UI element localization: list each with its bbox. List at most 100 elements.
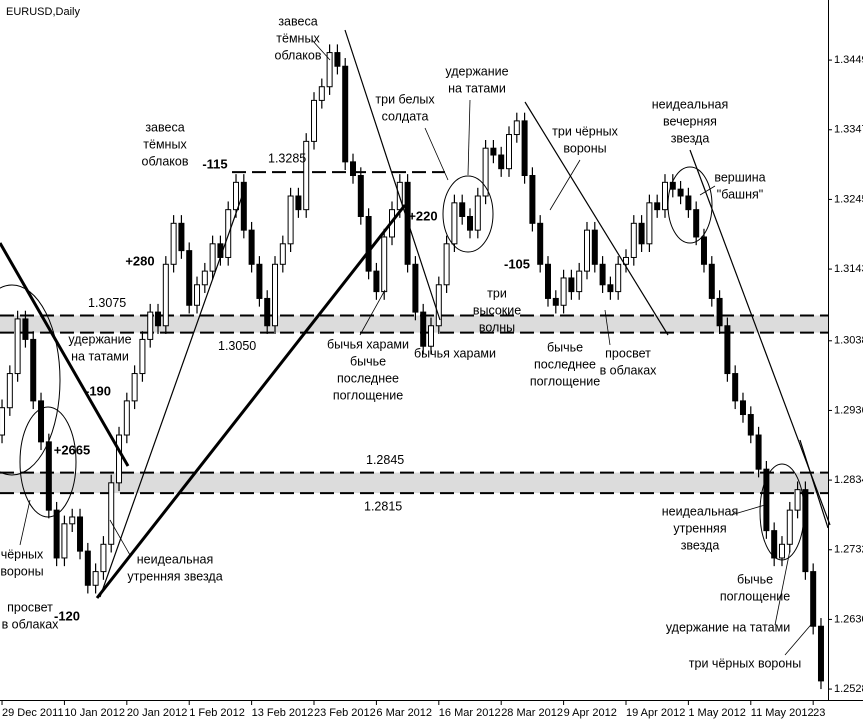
trend-line — [799, 439, 829, 529]
candle-body — [6, 373, 13, 409]
trend-lines — [0, 29, 831, 656]
annotation: звезда — [681, 538, 720, 552]
candle-body — [428, 325, 435, 347]
candle-body — [521, 120, 528, 177]
pattern-circle — [759, 463, 805, 561]
annotation: три — [487, 286, 507, 300]
candle-body — [544, 263, 551, 299]
pointer — [109, 519, 131, 556]
candle-body — [108, 482, 115, 545]
candle-body — [38, 400, 45, 443]
pointer — [699, 185, 716, 196]
annotation: просвет — [7, 600, 53, 614]
y-tick-label: 1.3245 — [834, 193, 863, 205]
candle-body — [732, 373, 739, 402]
candle-body — [77, 516, 84, 552]
callout: -105 — [504, 256, 530, 271]
candle-body — [326, 52, 333, 88]
annotation: бычье — [737, 572, 773, 586]
pattern-circle — [0, 284, 61, 476]
candle-body — [373, 270, 380, 293]
x-tick-label: 28 Mar 2012 — [501, 707, 563, 719]
pointer — [424, 127, 449, 181]
callout: +280 — [125, 253, 154, 268]
candle-body — [747, 414, 754, 436]
candle-body — [100, 543, 107, 573]
candle-body — [272, 263, 279, 327]
x-tick-label: 1 Feb 2012 — [189, 707, 245, 719]
x-tick-label: 1 May 2012 — [688, 707, 745, 719]
candle-body — [716, 297, 723, 327]
candle-body — [92, 571, 99, 586]
candle-body — [201, 270, 208, 286]
x-tick-label: 9 Apr 2012 — [564, 707, 617, 719]
level-label: 1.3075 — [88, 296, 126, 310]
x-tick-label: 29 Dec 2011 — [2, 707, 64, 719]
candle-body — [560, 277, 567, 306]
candle-body — [404, 181, 411, 265]
candle-body — [14, 318, 21, 375]
candle-body — [513, 120, 520, 136]
candle-body — [685, 195, 692, 211]
annotation: высокие — [473, 303, 521, 317]
annotation: бычья харами — [327, 337, 409, 351]
candle-body — [443, 243, 450, 286]
candle-body — [802, 489, 809, 573]
y-tick-label: 1.2936 — [834, 404, 863, 416]
trend-line — [99, 184, 247, 598]
candle-body — [279, 243, 286, 265]
candle-body — [61, 523, 68, 559]
annotation: "башня" — [717, 187, 763, 201]
trend-line — [524, 101, 669, 336]
candle-body — [123, 400, 130, 436]
candle-body — [0, 407, 6, 436]
annotation: утренняя — [673, 521, 726, 535]
x-tick-label: 11 May 2012 — [751, 707, 814, 719]
pointer — [604, 309, 611, 346]
candle-body — [264, 297, 271, 327]
candle-body — [155, 311, 162, 327]
candle-body — [630, 222, 637, 258]
candle-body — [599, 263, 606, 286]
annotation: завеса — [145, 120, 184, 134]
x-tick-label: 23 Feb 2012 — [314, 707, 376, 719]
annotation: бычье — [350, 354, 386, 368]
annotation: завеса — [278, 14, 317, 28]
candle-body — [170, 222, 177, 265]
candle-body — [537, 222, 544, 265]
candle-body — [700, 236, 707, 265]
candle-body — [763, 468, 770, 532]
annotation: три чёрных вороны — [689, 656, 801, 670]
annotation: бычье — [547, 340, 583, 354]
annotation: в облаках — [2, 617, 60, 631]
annotation: неидеальная — [137, 552, 213, 566]
candle-body — [365, 215, 372, 272]
trend-line — [95, 204, 407, 599]
candle-body — [490, 147, 497, 156]
annotation: в облаках — [600, 363, 658, 377]
candle-body — [186, 250, 193, 306]
candle-body — [755, 434, 762, 470]
candle-body — [568, 277, 575, 293]
candle-body — [724, 325, 731, 375]
y-tick-label: 1.2630 — [834, 613, 863, 625]
callout: -190 — [85, 383, 111, 398]
candle-body — [318, 86, 325, 101]
level-label: 1.2815 — [364, 499, 402, 513]
annotation: три белых — [375, 92, 435, 106]
annotation: волны — [479, 320, 515, 334]
candle-body — [817, 625, 824, 682]
annotation: вороны — [563, 141, 606, 155]
candle-body — [498, 154, 505, 170]
candle-body — [583, 229, 590, 272]
x-tick-label: 20 Jan 2012 — [127, 707, 188, 719]
pattern-circle — [442, 175, 494, 253]
candle-body — [607, 284, 614, 293]
candle-body — [162, 263, 169, 327]
trend-line — [0, 242, 130, 467]
annotation: облаков — [142, 154, 189, 168]
x-tick-label: 6 Mar 2012 — [376, 707, 432, 719]
trend-line — [344, 29, 441, 321]
candle-body — [451, 202, 458, 245]
